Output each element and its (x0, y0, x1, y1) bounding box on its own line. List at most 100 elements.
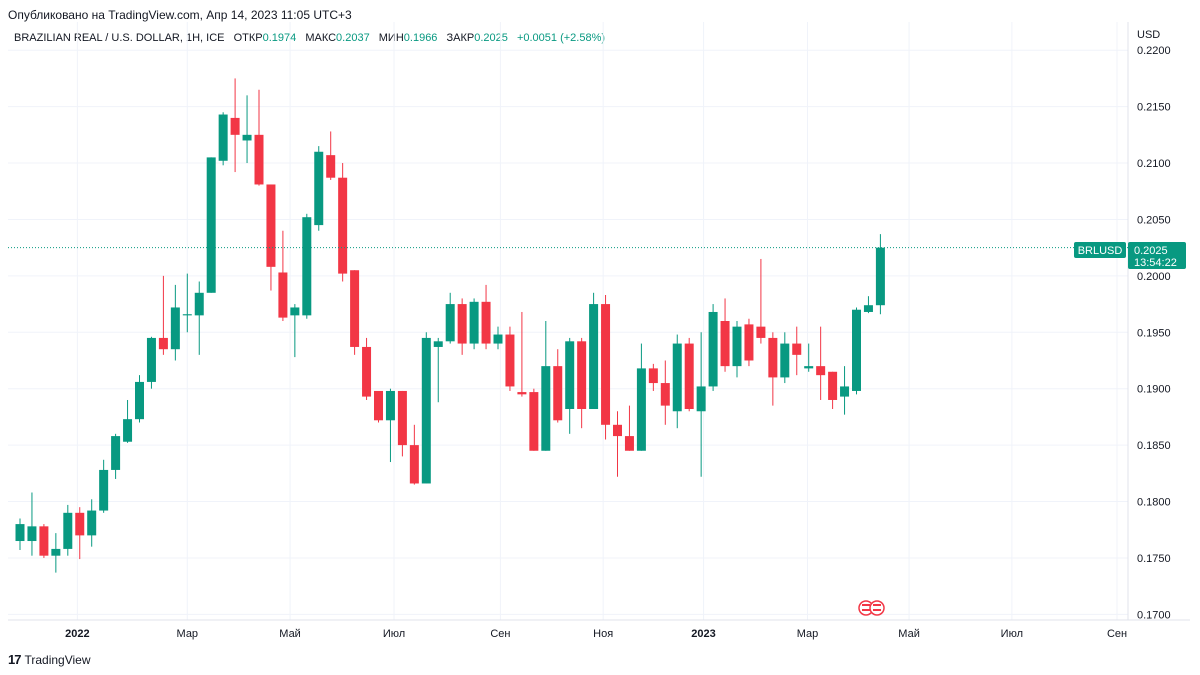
candle-body (816, 366, 826, 376)
flag-stripe (862, 609, 870, 611)
footer-brand[interactable]: 17 TradingView (8, 652, 91, 667)
candle-body (636, 368, 646, 451)
candle-body (565, 341, 575, 410)
ticker-badge (1074, 242, 1126, 258)
published-caption: Опубликовано на TradingView.com, Апр 14,… (8, 8, 352, 22)
candle (493, 326, 503, 350)
legend-low-label: МИН (378, 32, 404, 44)
candle-body (182, 314, 192, 316)
candle-body (87, 510, 97, 536)
time-tick-label: 2023 (691, 628, 715, 640)
candle-body (672, 343, 682, 412)
candle-body (613, 424, 622, 437)
candle-body (123, 419, 133, 442)
candle (469, 298, 479, 350)
candle (660, 360, 670, 425)
candle (230, 78, 240, 173)
candle-body (230, 117, 240, 135)
candle-body (756, 326, 766, 338)
candle (624, 405, 634, 451)
price-tick-label: 0.1900 (1137, 384, 1171, 396)
candle (338, 163, 348, 282)
candle-body (648, 368, 658, 384)
candle-body (135, 381, 144, 420)
legend-high-label: МАКС (305, 32, 337, 44)
candle-body (385, 390, 395, 421)
candle (433, 337, 443, 403)
currency-label: USD (1137, 29, 1160, 41)
candle (182, 273, 192, 333)
candle (39, 524, 49, 558)
candle (158, 275, 168, 355)
price-tick-label: 0.1950 (1137, 327, 1171, 339)
candle-body (660, 383, 670, 406)
candle (529, 388, 539, 451)
candle (636, 343, 646, 451)
candle-body (601, 304, 611, 425)
candle (278, 230, 288, 321)
time-tick-label: Май (279, 628, 301, 640)
price-tick-label: 0.1850 (1137, 440, 1171, 452)
candle-body (170, 307, 180, 350)
candle-body (218, 114, 228, 161)
candle (374, 390, 383, 423)
candle (75, 507, 85, 560)
candle (481, 284, 491, 350)
candle-body (409, 445, 419, 484)
candle-body (314, 151, 324, 226)
candle-body (708, 311, 718, 387)
candle (87, 499, 97, 547)
candle (350, 270, 360, 355)
candle (266, 184, 276, 291)
candle (828, 371, 838, 410)
candle (409, 424, 419, 485)
candle-body (624, 436, 634, 451)
candle-body (696, 386, 706, 412)
candle (792, 326, 802, 376)
time-tick-label: Сен (490, 628, 510, 640)
price-tick-label: 0.2050 (1137, 214, 1171, 226)
candle (589, 292, 599, 410)
candle-body (852, 309, 861, 391)
candle-body (684, 343, 694, 410)
candle (15, 518, 25, 551)
price-tick-label: 0.1800 (1137, 497, 1171, 509)
candle (732, 321, 742, 378)
candle-body (577, 341, 587, 410)
flag-stripe (873, 609, 881, 611)
us-flag-icon (869, 600, 885, 616)
candle (397, 390, 407, 457)
price-tick-label: 0.2200 (1137, 45, 1171, 57)
candle (840, 366, 850, 415)
candle (565, 337, 575, 434)
candle-body (146, 337, 156, 382)
candle (457, 298, 467, 355)
candle (684, 337, 694, 412)
candle-body (421, 337, 431, 484)
time-tick-label: Май (898, 628, 920, 640)
time-tick-label: Июл (383, 628, 405, 640)
candle-body (302, 217, 312, 316)
candle (875, 234, 885, 315)
candle-body (768, 337, 778, 378)
candle-body (374, 390, 383, 421)
candle-body (254, 134, 264, 185)
candle (804, 343, 814, 372)
price-axis[interactable]: 0.2200 0.2150 0.2100 0.2050 0.2000 0.1950 0.19… (1137, 45, 1171, 621)
candle-body (397, 390, 407, 446)
candle-body (469, 301, 479, 344)
candle-body (326, 155, 336, 178)
candle-body (481, 301, 491, 344)
time-tick-label: Мар (177, 628, 199, 640)
symbol-legend: BRAZILIAN REAL / U.S. DOLLAR, 1H, ICE ОТ… (14, 32, 605, 44)
candle-body (290, 307, 300, 316)
candle (648, 363, 658, 391)
candle (206, 157, 216, 293)
candle (123, 399, 133, 443)
candle-body (75, 512, 85, 536)
candle (863, 296, 873, 314)
candle-body (589, 304, 599, 410)
time-axis[interactable]: 2022 Мар Май Июл Сен Ноя 2023 Май Мар Июл Сен (65, 628, 1127, 640)
economic-event-icon[interactable] (858, 600, 885, 616)
